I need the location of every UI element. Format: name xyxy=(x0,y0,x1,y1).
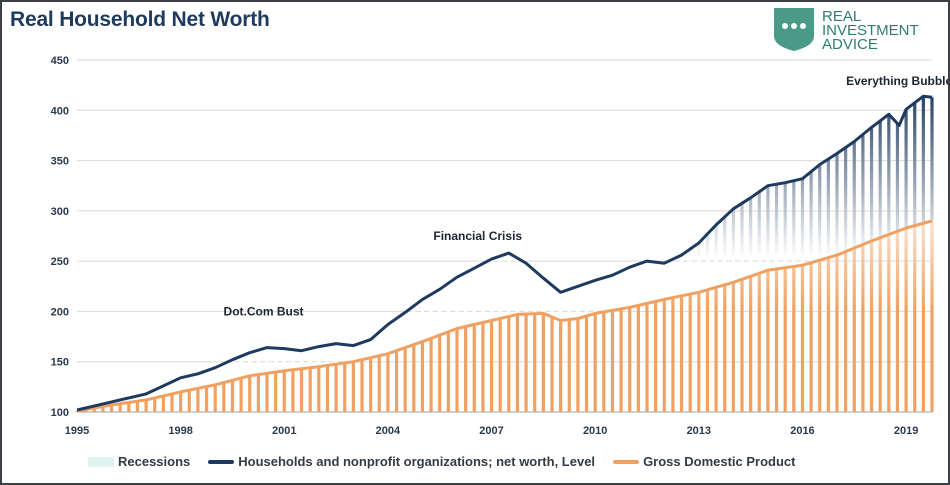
y-tick-label: 450 xyxy=(51,55,69,67)
y-tick-label: 300 xyxy=(51,206,69,218)
x-tick-label: 2001 xyxy=(272,425,296,437)
chart-annotation: Dot.Com Bust xyxy=(224,304,304,318)
y-tick-label: 100 xyxy=(51,407,69,419)
gdp-line xyxy=(76,219,933,413)
gdp-swatch xyxy=(613,459,640,464)
chart-title: Real Household Net Worth xyxy=(10,8,270,31)
recession-swatch xyxy=(88,456,114,467)
chart-annotation: Financial Crisis xyxy=(433,229,522,243)
brand-line-3: ADVICE xyxy=(822,36,878,53)
brand-text: REAL INVESTMENT ADVICE xyxy=(822,8,919,53)
networth-line xyxy=(76,94,933,412)
brand-line-1: REAL xyxy=(822,8,862,25)
x-tick-label: 2007 xyxy=(479,425,503,437)
legend-item-recessions: Recessions xyxy=(88,454,190,469)
y-tick-label: 350 xyxy=(51,156,69,168)
y-tick-label: 150 xyxy=(51,357,69,369)
x-tick-label: 2013 xyxy=(687,425,711,437)
x-tick-label: 2004 xyxy=(376,425,401,437)
chart-annotation: Everything Bubble xyxy=(846,74,948,88)
legend-label-networth: Households and nonprofit organizations; … xyxy=(238,454,596,469)
legend-item-gdp: Gross Domestic Product xyxy=(613,454,796,469)
legend-item-networth: Households and nonprofit organizations; … xyxy=(208,454,595,469)
networth-swatch xyxy=(208,459,235,464)
legend-label-gdp: Gross Domestic Product xyxy=(643,454,796,469)
shield-logo-icon xyxy=(774,8,814,51)
chart-legend: Recessions Households and nonprofit orga… xyxy=(88,454,814,469)
x-tick-label: 1995 xyxy=(65,425,89,437)
x-tick-label: 1998 xyxy=(168,425,192,437)
y-tick-label: 250 xyxy=(51,256,69,268)
x-tick-label: 2016 xyxy=(790,425,814,437)
legend-label-recessions: Recessions xyxy=(118,454,191,469)
y-tick-label: 200 xyxy=(51,306,69,318)
x-tick-label: 2019 xyxy=(894,425,918,437)
brand-line-2: INVESTMENT xyxy=(822,22,919,39)
y-tick-label: 400 xyxy=(51,105,69,117)
x-tick-label: 2010 xyxy=(583,425,607,437)
brand-logo: REAL INVESTMENT ADVICE xyxy=(770,6,940,56)
